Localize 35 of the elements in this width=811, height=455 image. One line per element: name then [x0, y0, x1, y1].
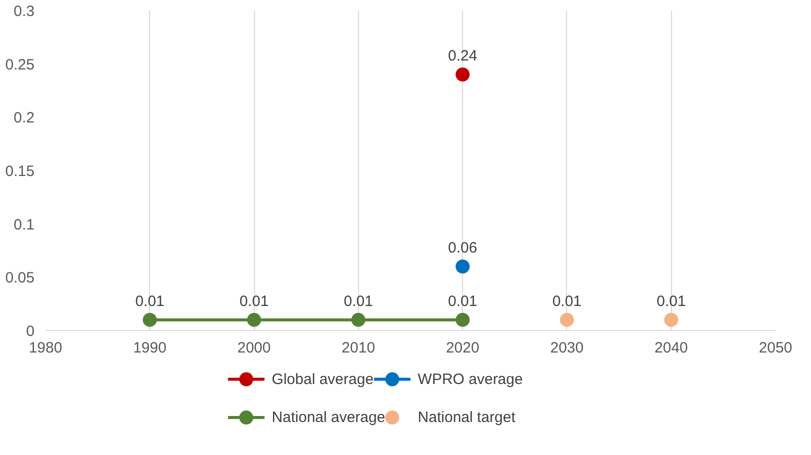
x-tick-label: 2050	[758, 340, 792, 356]
y-tick-label: 0.25	[5, 56, 35, 74]
y-tick-label: 0.2	[14, 110, 35, 127]
x-tick-label: 2000	[237, 340, 271, 356]
point	[664, 312, 678, 327]
data-label: 0.24	[448, 48, 478, 64]
data-label: 0.01	[239, 292, 269, 310]
legend-label: WPRO average	[418, 370, 523, 388]
data-label: 0.06	[448, 240, 478, 256]
y-tick-label: 0.05	[5, 270, 35, 287]
data-label: 0.01	[656, 292, 686, 310]
legend-label: National average	[272, 409, 386, 426]
data-label: 0.01	[448, 292, 478, 310]
data-label: 0.01	[344, 292, 373, 310]
x-tick-label: 2020	[446, 340, 480, 356]
legend-label: National target	[418, 409, 516, 426]
data-label: 0.01	[135, 292, 164, 310]
y-tick-label: 0.15	[5, 163, 35, 180]
legend-label: Global average	[272, 370, 374, 388]
point	[142, 312, 157, 327]
x-tick-label: 2040	[654, 340, 688, 356]
point	[247, 312, 262, 327]
y-tick-label: 0	[26, 323, 34, 340]
data-label: 0.01	[552, 292, 582, 310]
point	[456, 312, 470, 327]
x-tick-label: 1980	[28, 340, 62, 356]
point	[351, 312, 366, 327]
x-tick-label: 1990	[133, 340, 166, 356]
x-tick-label: 2010	[342, 340, 376, 356]
point	[560, 312, 574, 327]
y-tick-label: 0.3	[14, 3, 35, 20]
y-tick-label: 0.1	[14, 216, 35, 234]
point	[456, 260, 470, 274]
x-tick-label: 2030	[550, 340, 584, 356]
point	[456, 68, 470, 82]
